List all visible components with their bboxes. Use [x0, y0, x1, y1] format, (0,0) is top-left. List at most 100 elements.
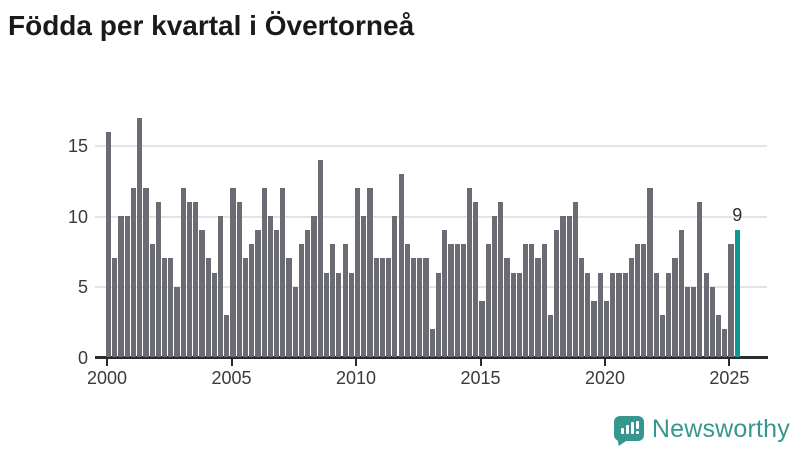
x-axis-tick [479, 359, 482, 366]
bar [691, 286, 697, 357]
x-axis-line [95, 356, 768, 359]
bar [579, 258, 585, 357]
bar [597, 272, 603, 357]
bar [174, 286, 180, 357]
bar [628, 258, 634, 357]
x-axis-tick [230, 359, 233, 366]
bar [672, 258, 678, 357]
bar [591, 300, 597, 357]
bar [211, 272, 217, 357]
bar [454, 244, 460, 357]
bar [616, 272, 622, 357]
bar [659, 314, 666, 357]
bar [523, 244, 529, 357]
bar [417, 258, 423, 357]
x-axis-tick [728, 359, 731, 366]
bar [460, 244, 466, 357]
bar [348, 272, 354, 357]
bar [354, 188, 361, 357]
bar [429, 328, 435, 357]
bar [442, 230, 448, 357]
bar [504, 258, 510, 357]
bar [323, 272, 330, 357]
bar [715, 314, 722, 357]
bar [647, 188, 653, 357]
x-axis-label: 2025 [709, 368, 750, 388]
bar [267, 216, 273, 357]
bar [473, 202, 479, 357]
bar [386, 258, 392, 357]
x-axis-label: 2015 [460, 368, 501, 388]
y-axis-label: 15 [67, 136, 88, 157]
bar [566, 216, 572, 357]
bar [155, 202, 161, 357]
bar [485, 244, 491, 357]
bar [186, 202, 193, 357]
bar [697, 202, 703, 357]
bar [392, 216, 398, 357]
bar [498, 202, 504, 357]
bar [516, 272, 522, 357]
bar [236, 202, 242, 357]
bar-value-label: 9 [732, 204, 743, 225]
bar [554, 230, 560, 357]
bar [404, 244, 410, 357]
bar [367, 188, 373, 357]
bar [491, 216, 498, 357]
bar [703, 272, 709, 357]
bar [361, 216, 367, 357]
x-axis-label: 2020 [584, 368, 626, 388]
bar [678, 230, 684, 357]
bar [529, 244, 535, 357]
bar [610, 272, 616, 357]
bar [373, 258, 379, 357]
chart-title: Födda per kvartal i Övertorneå [8, 10, 415, 41]
bar [242, 258, 249, 357]
bar [112, 258, 118, 357]
bar [653, 272, 659, 357]
bar [317, 159, 323, 357]
bar [585, 272, 591, 357]
bar [572, 202, 578, 357]
bar [124, 216, 130, 357]
bar [298, 244, 305, 357]
bar [149, 244, 155, 357]
x-axis-tick [604, 359, 606, 366]
bar [684, 286, 691, 357]
bar [641, 244, 647, 357]
bar [423, 258, 429, 357]
bar [137, 117, 143, 357]
y-axis-label: 0 [77, 347, 88, 368]
bar [218, 216, 224, 357]
bar [635, 244, 641, 357]
y-axis-label: 10 [67, 206, 88, 227]
newsworthy-logo: Newsworthy [613, 415, 790, 446]
newsworthy-logo-text: Newsworthy [651, 415, 790, 443]
bar [305, 230, 311, 357]
bar [143, 188, 149, 357]
bar [230, 188, 236, 357]
bar [547, 314, 554, 357]
bar [118, 216, 124, 357]
bar [479, 300, 485, 357]
x-axis-label: 2005 [211, 368, 252, 388]
gridline [95, 215, 767, 218]
bar [435, 272, 442, 357]
bar [448, 244, 454, 357]
bar [168, 258, 174, 357]
bar [249, 244, 255, 357]
bar [342, 244, 348, 357]
bar [622, 272, 628, 357]
bar [560, 216, 566, 357]
x-axis-tick [106, 359, 108, 366]
gridline [95, 145, 767, 148]
x-axis-label: 2000 [86, 368, 128, 388]
bar [379, 258, 386, 357]
bar [255, 230, 261, 357]
bar [535, 258, 541, 357]
bar [728, 244, 734, 357]
bar [410, 258, 417, 357]
bar [398, 173, 404, 357]
bar [666, 272, 672, 357]
x-axis-tick [355, 359, 357, 366]
